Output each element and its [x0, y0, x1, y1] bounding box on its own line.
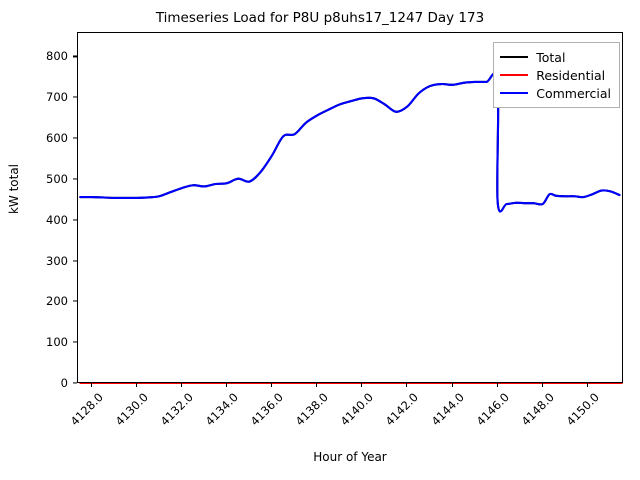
- y-tick-label: 500: [46, 171, 68, 186]
- x-tick-mark: [271, 383, 273, 387]
- x-tick-mark: [451, 383, 453, 387]
- legend-swatch-residential: [500, 74, 529, 76]
- x-tick-mark: [361, 383, 363, 387]
- x-axis-label: Hour of Year: [313, 450, 387, 464]
- chart-title: Timeseries Load for P8U p8uhs17_1247 Day…: [155, 10, 485, 26]
- y-tick-mark: [73, 260, 77, 262]
- x-tick-label: 4132.0: [157, 390, 196, 429]
- legend-label: Total: [536, 49, 566, 65]
- y-tick-label: 600: [46, 131, 68, 146]
- y-tick-label: 100: [46, 335, 68, 350]
- legend-label: Commercial: [536, 85, 611, 101]
- legend-item: Residential: [500, 66, 611, 84]
- x-tick-mark: [541, 383, 543, 387]
- y-tick-label: 200: [46, 294, 68, 309]
- legend-item: Total: [500, 48, 611, 66]
- x-tick-label: 4130.0: [112, 390, 151, 429]
- x-axis: 4128.0 4130.0 4132.0 4134.0 4136.0 4138.0 4140…: [67, 383, 623, 480]
- y-tick-label: 300: [46, 253, 68, 268]
- legend-item: Commercial: [500, 84, 611, 102]
- y-tick-mark: [73, 219, 77, 221]
- y-tick-mark: [73, 341, 77, 343]
- y-tick-label: 400: [46, 212, 68, 227]
- y-tick-mark: [73, 137, 77, 139]
- x-tick-label: 4136.0: [247, 390, 286, 429]
- y-tick-label: 800: [46, 49, 68, 64]
- x-tick-label: 4150.0: [563, 390, 602, 429]
- x-tick-mark: [406, 383, 408, 387]
- x-tick-label: 4142.0: [382, 390, 422, 429]
- x-tick-label: 4134.0: [202, 390, 241, 429]
- y-tick-mark: [73, 178, 77, 180]
- x-tick-mark: [316, 383, 318, 387]
- x-tick-mark: [496, 383, 498, 387]
- x-tick-mark: [586, 383, 588, 387]
- x-tick-mark: [180, 383, 182, 387]
- x-tick-label: 4144.0: [428, 390, 467, 429]
- y-tick-mark: [73, 96, 77, 98]
- plot-lines: [79, 72, 623, 384]
- legend-label: Residential: [536, 67, 606, 83]
- y-tick-mark: [73, 382, 77, 384]
- y-axis: kW total 0 100 200 300 400 500 600 700 800: [0, 32, 77, 390]
- x-tick-label: 4138.0: [292, 390, 332, 429]
- chart-legend: Total Residential Commercial: [493, 42, 620, 108]
- x-tick-label: 4146.0: [473, 390, 512, 429]
- y-tick-mark: [73, 55, 77, 58]
- y-tick-label: 700: [46, 90, 68, 105]
- x-tick-mark: [90, 383, 92, 387]
- x-tick-label: 4148.0: [518, 390, 557, 429]
- legend-swatch-total: [500, 56, 529, 58]
- y-axis-label: kW total: [7, 163, 21, 215]
- series-line-commercial: [79, 72, 621, 213]
- x-tick-mark: [135, 383, 137, 387]
- x-tick-label: 4140.0: [337, 390, 377, 429]
- x-tick-label: 4128.0: [67, 390, 106, 429]
- y-tick-label: 0: [60, 376, 68, 390]
- x-tick-mark: [225, 383, 227, 387]
- legend-swatch-commercial: [500, 92, 529, 94]
- y-tick-mark: [73, 300, 77, 302]
